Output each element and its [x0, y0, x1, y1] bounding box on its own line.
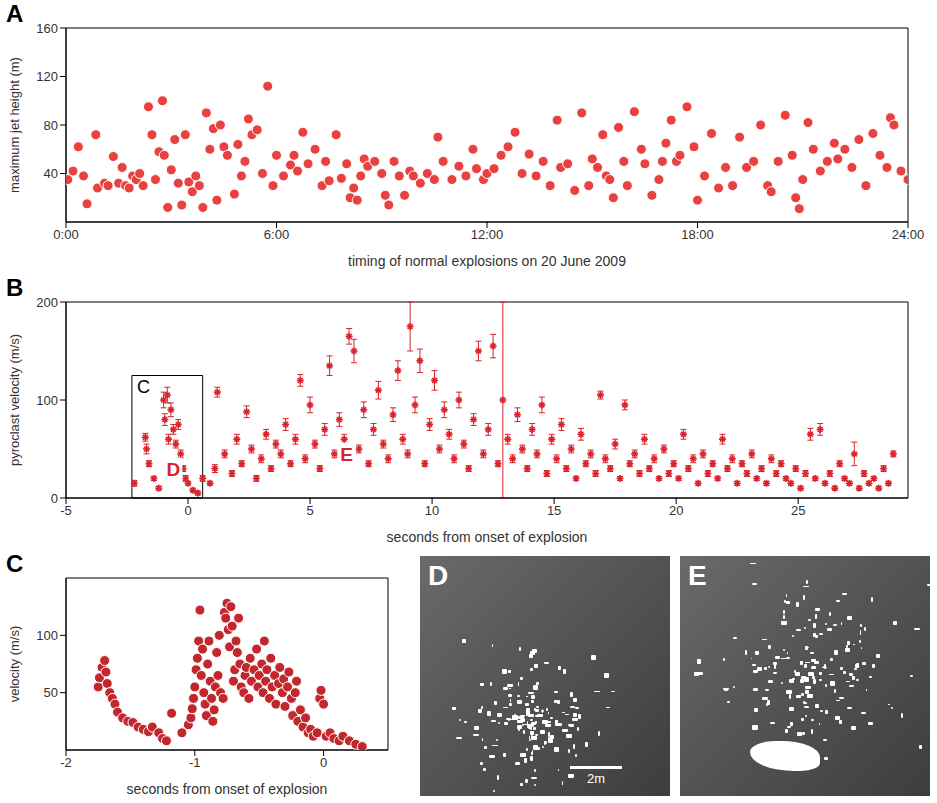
svg-text:-5: -5	[60, 503, 72, 518]
svg-text:velocity (m/s): velocity (m/s)	[7, 626, 22, 703]
svg-text:timing of normal explosions on: timing of normal explosions on 20 June 2…	[348, 253, 626, 269]
svg-text:0: 0	[320, 755, 327, 770]
svg-text:15: 15	[547, 503, 561, 518]
svg-text:120: 120	[36, 69, 58, 84]
svg-text:200: 200	[36, 295, 58, 310]
svg-text:12:00: 12:00	[471, 227, 504, 242]
svg-text:100: 100	[36, 628, 58, 643]
html-text:A: A	[6, 0, 24, 27]
svg-text:0: 0	[184, 503, 191, 518]
svg-text:seconds from onset of explosio: seconds from onset of explosion	[387, 529, 588, 545]
svg-text:160: 160	[36, 21, 58, 36]
svg-text:maximum jet height (m): maximum jet height (m)	[7, 57, 22, 193]
svg-text:C: C	[137, 377, 150, 397]
svg-text:25: 25	[791, 503, 805, 518]
svg-text:24:00: 24:00	[892, 227, 925, 242]
html-text:C: C	[6, 550, 24, 577]
svg-text:5: 5	[306, 503, 313, 518]
html-text:E: E	[688, 560, 707, 591]
svg-text:18:00: 18:00	[681, 227, 714, 242]
html-text:B: B	[6, 274, 24, 301]
svg-text:D: D	[167, 459, 181, 480]
svg-text:10: 10	[425, 503, 439, 518]
svg-text:-1: -1	[189, 755, 201, 770]
svg-text:E: E	[340, 444, 353, 465]
html-text:2m: 2m	[587, 771, 605, 786]
svg-text:-2: -2	[60, 755, 72, 770]
svg-text:20: 20	[669, 503, 683, 518]
svg-text:100: 100	[36, 393, 58, 408]
html-text:D: D	[428, 560, 449, 591]
svg-text:6:00: 6:00	[264, 227, 289, 242]
svg-text:80: 80	[44, 118, 58, 133]
svg-text:0: 0	[51, 491, 58, 506]
svg-text:pyroclast velocity (m/s): pyroclast velocity (m/s)	[7, 334, 22, 466]
svg-text:50: 50	[44, 685, 58, 700]
svg-text:40: 40	[44, 166, 58, 181]
svg-text:seconds from onset of explosio: seconds from onset of explosion	[127, 781, 328, 797]
svg-text:0:00: 0:00	[53, 227, 78, 242]
